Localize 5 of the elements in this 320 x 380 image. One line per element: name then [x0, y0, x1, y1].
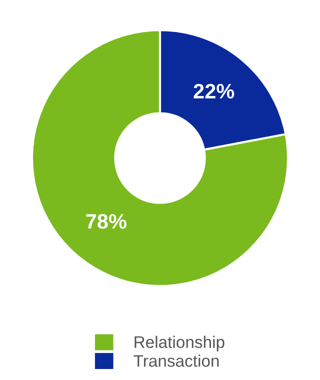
legend-label: Transaction — [134, 354, 219, 367]
legend-label: Relationship — [134, 336, 224, 352]
data-label: 22% — [194, 84, 234, 99]
data-label: 78% — [86, 214, 126, 229]
donut-slice — [30, 29, 290, 288]
